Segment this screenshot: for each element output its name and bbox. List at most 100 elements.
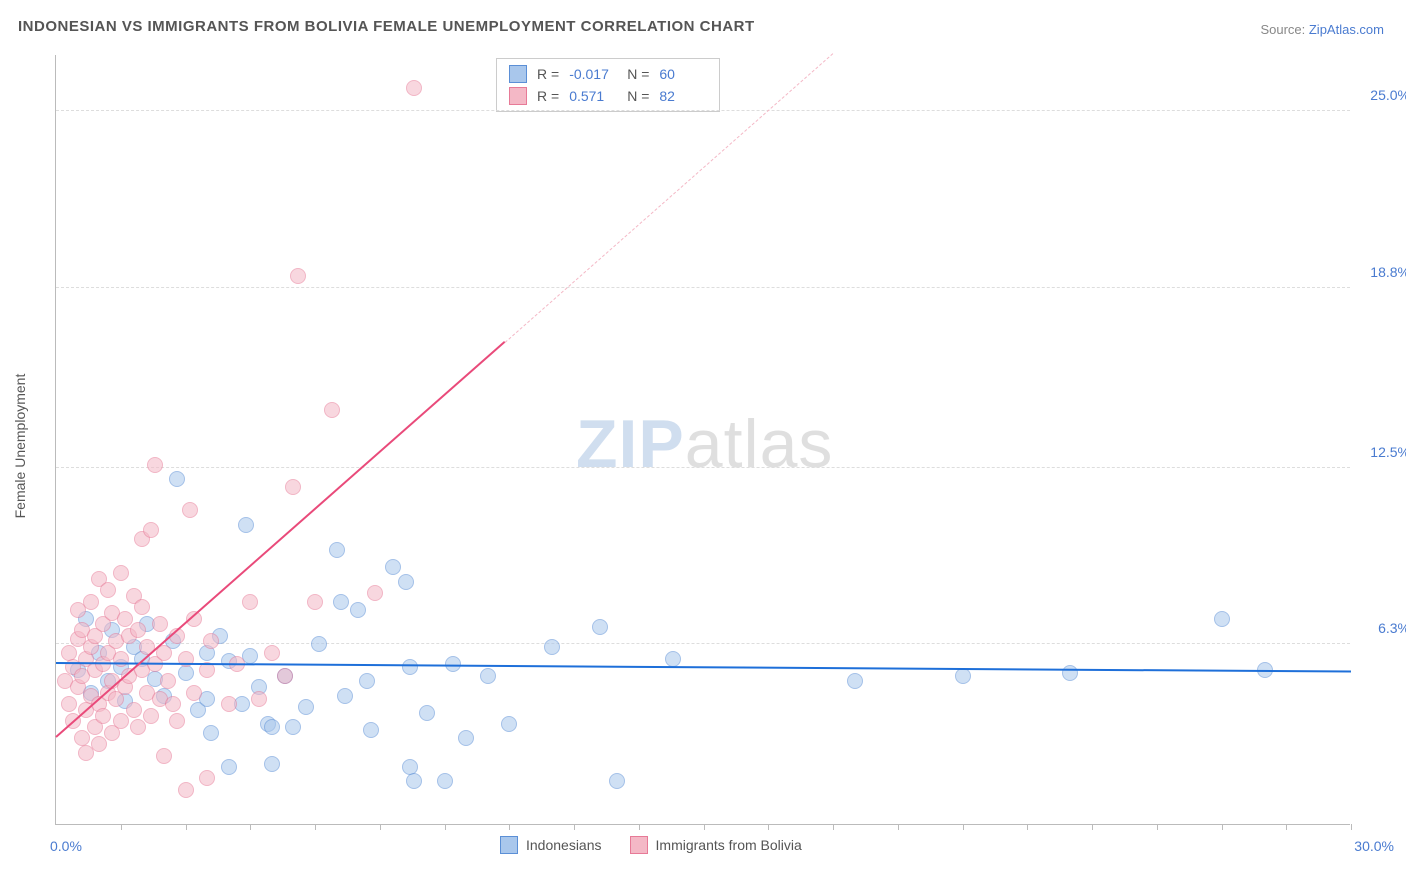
- swatch-series2: [630, 836, 648, 854]
- x-tick: [1286, 824, 1287, 830]
- x-axis-max-label: 30.0%: [1354, 838, 1394, 854]
- data-point: [61, 696, 77, 712]
- data-point: [264, 645, 280, 661]
- x-tick: [250, 824, 251, 830]
- gridline: [56, 643, 1350, 644]
- data-point: [406, 773, 422, 789]
- n-label: N =: [627, 88, 649, 104]
- trend-line: [56, 662, 1351, 673]
- data-point: [307, 594, 323, 610]
- data-point: [126, 702, 142, 718]
- data-point: [609, 773, 625, 789]
- data-point: [419, 705, 435, 721]
- data-point: [363, 722, 379, 738]
- x-tick: [574, 824, 575, 830]
- x-tick: [445, 824, 446, 830]
- x-tick: [963, 824, 964, 830]
- r-label: R =: [537, 88, 559, 104]
- data-point: [458, 730, 474, 746]
- y-tick-label: 25.0%: [1355, 87, 1406, 103]
- data-point: [955, 668, 971, 684]
- x-tick: [1027, 824, 1028, 830]
- data-point: [337, 688, 353, 704]
- data-point: [329, 542, 345, 558]
- x-tick: [898, 824, 899, 830]
- data-point: [544, 639, 560, 655]
- data-point: [290, 268, 306, 284]
- data-point: [298, 699, 314, 715]
- data-point: [113, 565, 129, 581]
- x-tick: [1351, 824, 1352, 830]
- n-value-series1: 60: [659, 66, 707, 82]
- watermark-part1: ZIP: [576, 406, 685, 482]
- data-point: [221, 759, 237, 775]
- r-label: R =: [537, 66, 559, 82]
- swatch-series1: [509, 65, 527, 83]
- data-point: [169, 471, 185, 487]
- source-attribution: Source: ZipAtlas.com: [1260, 22, 1384, 37]
- data-point: [152, 616, 168, 632]
- x-tick: [509, 824, 510, 830]
- y-tick-label: 6.3%: [1355, 620, 1406, 636]
- legend-item-series2: Immigrants from Bolivia: [630, 836, 802, 854]
- data-point: [143, 522, 159, 538]
- watermark-part2: atlas: [685, 406, 834, 482]
- data-point: [143, 708, 159, 724]
- x-axis-min-label: 0.0%: [50, 838, 82, 854]
- gridline: [56, 110, 1350, 111]
- y-axis-label: Female Unemployment: [12, 374, 28, 519]
- data-point: [398, 574, 414, 590]
- x-tick: [186, 824, 187, 830]
- data-point: [333, 594, 349, 610]
- data-point: [592, 619, 608, 635]
- r-value-series2: 0.571: [569, 88, 617, 104]
- gridline: [56, 287, 1350, 288]
- x-tick: [1092, 824, 1093, 830]
- data-point: [285, 479, 301, 495]
- n-label: N =: [627, 66, 649, 82]
- data-point: [367, 585, 383, 601]
- data-point: [95, 708, 111, 724]
- gridline: [56, 467, 1350, 468]
- correlation-legend: R = -0.017 N = 60 R = 0.571 N = 82: [496, 58, 720, 112]
- data-point: [113, 713, 129, 729]
- data-point: [130, 622, 146, 638]
- swatch-series1: [500, 836, 518, 854]
- data-point: [1214, 611, 1230, 627]
- legend-row-series2: R = 0.571 N = 82: [497, 85, 719, 107]
- data-point: [238, 517, 254, 533]
- legend-label-series1: Indonesians: [526, 837, 602, 853]
- y-tick-label: 18.8%: [1355, 264, 1406, 280]
- swatch-series2: [509, 87, 527, 105]
- data-point: [264, 756, 280, 772]
- data-point: [83, 594, 99, 610]
- x-tick: [833, 824, 834, 830]
- data-point: [359, 673, 375, 689]
- legend-row-series1: R = -0.017 N = 60: [497, 63, 719, 85]
- data-point: [264, 719, 280, 735]
- data-point: [147, 457, 163, 473]
- x-tick: [704, 824, 705, 830]
- source-link[interactable]: ZipAtlas.com: [1309, 22, 1384, 37]
- x-tick: [768, 824, 769, 830]
- r-value-series1: -0.017: [569, 66, 617, 82]
- data-point: [501, 716, 517, 732]
- source-prefix: Source:: [1260, 22, 1308, 37]
- data-point: [134, 599, 150, 615]
- data-point: [242, 594, 258, 610]
- data-point: [285, 719, 301, 735]
- data-point: [350, 602, 366, 618]
- data-point: [160, 673, 176, 689]
- data-point: [324, 402, 340, 418]
- data-point: [91, 736, 107, 752]
- y-tick-label: 12.5%: [1355, 444, 1406, 460]
- data-point: [1062, 665, 1078, 681]
- data-point: [178, 782, 194, 798]
- legend-item-series1: Indonesians: [500, 836, 602, 854]
- watermark: ZIPatlas: [576, 405, 833, 483]
- x-tick: [121, 824, 122, 830]
- x-tick: [1157, 824, 1158, 830]
- data-point: [406, 80, 422, 96]
- data-point: [186, 685, 202, 701]
- data-point: [665, 651, 681, 667]
